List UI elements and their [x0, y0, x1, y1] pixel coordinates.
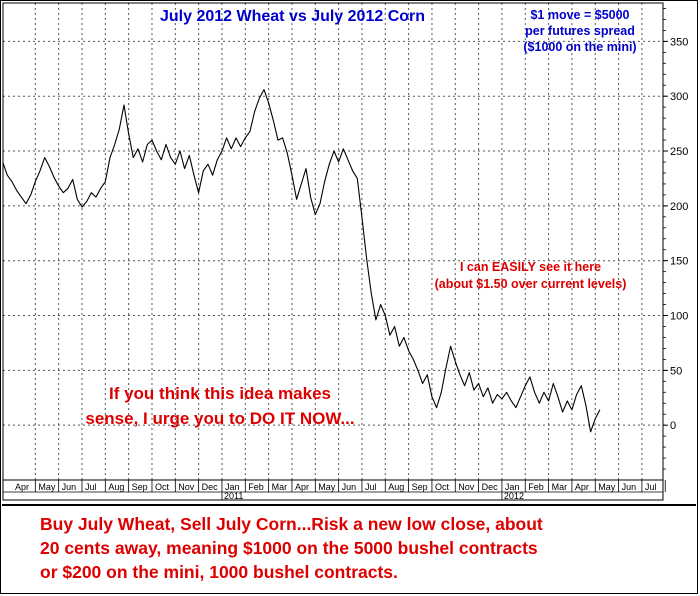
y-tick-label: 150 — [670, 256, 688, 268]
x-month-label: May — [598, 482, 616, 492]
call-to-action-annotation: If you think this idea makes sense, I ur… — [40, 381, 400, 431]
y-tick-label: 350 — [670, 36, 688, 48]
x-month-label: Sep — [132, 482, 148, 492]
target-annotation-line-1: I can EASILY see it here — [459, 260, 602, 274]
target-annotation-line-2: (about $1.50 over current levels) — [434, 277, 627, 291]
y-tick-label: 100 — [670, 311, 688, 323]
x-month-label: Mar — [272, 482, 288, 492]
y-tick-label: 250 — [670, 146, 688, 158]
trade-footer: Buy July Wheat, Sell July Corn...Risk a … — [2, 504, 696, 592]
x-month-label: Jan — [505, 482, 520, 492]
x-month-label: Sep — [412, 482, 428, 492]
x-month-label: May — [38, 482, 56, 492]
spread-note-line-3: ($1000 on the mini) — [523, 40, 637, 54]
x-month-label: Nov — [458, 482, 475, 492]
x-month-label: Jul — [645, 482, 657, 492]
footer-line-2: 20 cents away, meaning $1000 on the 5000… — [40, 538, 538, 558]
chart-title: July 2012 Wheat vs July 2012 Corn — [160, 8, 426, 25]
x-year-label: 2012 — [504, 491, 524, 501]
target-annotation: I can EASILY see it here (about $1.50 ov… — [388, 259, 673, 293]
x-month-label: Oct — [435, 482, 450, 492]
y-tick-label: 0 — [670, 420, 676, 432]
x-month-label: Jul — [365, 482, 377, 492]
x-month-label: Feb — [528, 482, 544, 492]
spread-note-line-2: per futures spread — [525, 24, 635, 38]
x-month-label: Apr — [575, 482, 589, 492]
y-tick-label: 300 — [670, 91, 688, 103]
x-month-label: Jun — [342, 482, 357, 492]
x-month-label: Apr — [295, 482, 309, 492]
x-month-label: Apr — [15, 482, 29, 492]
spread-chart: 0 50 100 150 200 250 300 350 Apr May Jun Jul Aug Sep O… — [2, 2, 688, 501]
spread-value-note: $1 move = $5000 per futures spread ($100… — [495, 7, 665, 55]
x-month-label: Feb — [248, 482, 264, 492]
footer-line-1: Buy July Wheat, Sell July Corn...Risk a … — [40, 514, 543, 534]
x-month-label: Dec — [482, 482, 499, 492]
y-tick-label: 200 — [670, 201, 688, 213]
x-month-label: May — [318, 482, 336, 492]
spread-series-line — [2, 89, 601, 433]
x-month-label: Dec — [202, 482, 219, 492]
x-axis-band — [2, 479, 664, 501]
spread-note-line-1: $1 move = $5000 — [530, 8, 630, 22]
cta-line-2: sense, I urge you to DO IT NOW... — [85, 409, 355, 428]
x-month-label: Mar — [552, 482, 568, 492]
x-month-label: Aug — [108, 482, 124, 492]
x-month-label: Nov — [178, 482, 195, 492]
y-tick-label: 50 — [670, 365, 682, 377]
x-month-label: Oct — [155, 482, 170, 492]
footer-line-3: or $200 on the mini, 1000 bushel contrac… — [40, 562, 398, 582]
x-year-label: 2011 — [224, 491, 243, 501]
x-month-label: Jun — [622, 482, 637, 492]
x-month-label: Aug — [388, 482, 404, 492]
x-month-label: Jun — [62, 482, 77, 492]
cta-line-1: If you think this idea makes — [108, 384, 331, 403]
x-month-label: Jul — [85, 482, 97, 492]
x-month-label: Jan — [225, 482, 240, 492]
